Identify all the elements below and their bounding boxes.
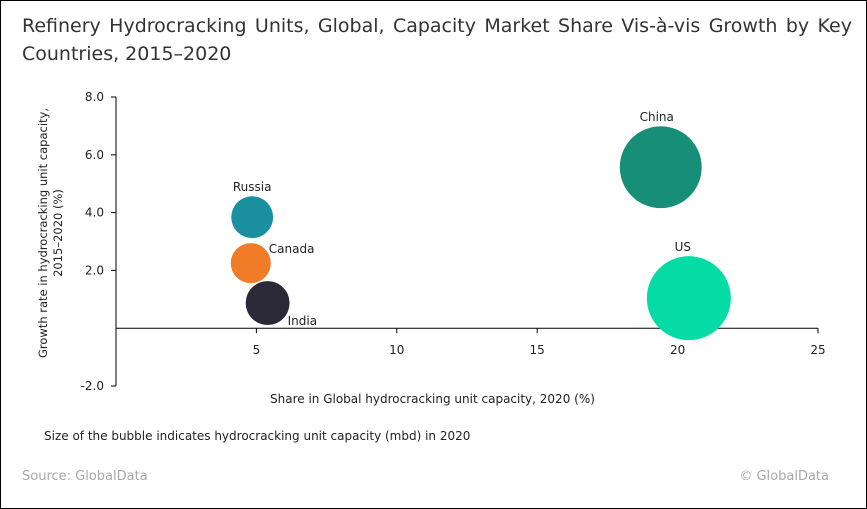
bubble-label-india: India bbox=[288, 314, 317, 328]
bubble-size-note: Size of the bubble indicates hydrocracki… bbox=[44, 429, 471, 443]
x-tick-label: 25 bbox=[810, 343, 825, 357]
x-tick-label: 10 bbox=[389, 343, 404, 357]
bubble-label-china: China bbox=[640, 110, 674, 124]
y-tick-label: 2.0 bbox=[85, 263, 104, 277]
y-tick-label: 8.0 bbox=[85, 90, 104, 104]
chart-title: Refinery Hydrocracking Units, Global, Ca… bbox=[22, 15, 852, 65]
bubble-us bbox=[646, 256, 731, 341]
y-tick-label: 4.0 bbox=[85, 206, 104, 220]
x-tick-label: 15 bbox=[530, 343, 545, 357]
bubble-russia bbox=[231, 196, 274, 239]
x-tick-label: 20 bbox=[670, 343, 685, 357]
copyright-text: © GlobalData bbox=[739, 469, 829, 484]
y-axis-label: Growth rate in hydrocracking unit capaci… bbox=[36, 108, 65, 359]
bubble-china bbox=[619, 126, 702, 209]
x-axis-label: Share in Global hydrocracking unit capac… bbox=[270, 392, 595, 406]
x-tick-label: 5 bbox=[253, 343, 261, 357]
bubble-label-canada: Canada bbox=[269, 242, 315, 256]
source-text: Source: GlobalData bbox=[22, 469, 148, 484]
bubble-label-russia: Russia bbox=[233, 180, 272, 194]
y-tick-label: -2.0 bbox=[81, 379, 104, 393]
y-tick-label: 6.0 bbox=[85, 148, 104, 162]
bubble-india bbox=[245, 281, 290, 325]
bubble-label-us: US bbox=[675, 240, 691, 254]
bubble-canada bbox=[230, 243, 271, 284]
